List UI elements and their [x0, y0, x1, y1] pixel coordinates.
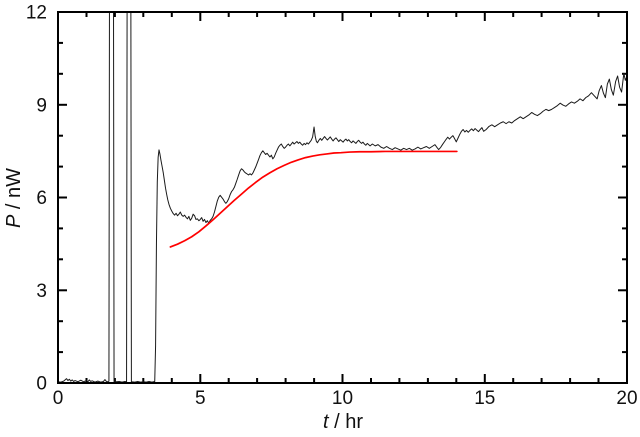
y-tick-label: 3: [36, 281, 47, 302]
y-axis-tick-labels: 0 3 6 9 12: [26, 3, 47, 395]
y-tick-label: 9: [36, 95, 47, 116]
y-tick-label: 12: [26, 3, 47, 24]
x-tick-label: 5: [195, 388, 206, 409]
data-series: [59, 13, 626, 382]
x-tick-label: 15: [474, 388, 495, 409]
y-tick-label: 6: [36, 188, 47, 209]
x-tick-label: 10: [332, 388, 353, 409]
plot-frame: [57, 11, 628, 384]
fit-curve-trace: [169, 150, 458, 248]
x-axis-tick-labels: 0 5 10 15 20: [53, 388, 638, 409]
x-axis-title: t / hr: [323, 411, 363, 433]
x-tick-label: 0: [53, 388, 64, 409]
y-tick-label: 0: [36, 374, 47, 395]
measured-power-trace: [59, 13, 626, 382]
y-axis-title: P / nW: [3, 168, 25, 228]
x-tick-label: 20: [616, 388, 637, 409]
